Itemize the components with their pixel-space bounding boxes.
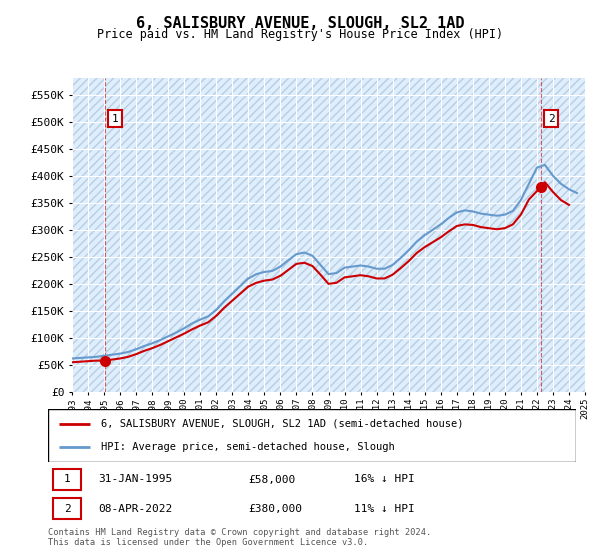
Text: 11% ↓ HPI: 11% ↓ HPI bbox=[354, 504, 415, 514]
Text: 2: 2 bbox=[548, 114, 554, 124]
Text: 6, SALISBURY AVENUE, SLOUGH, SL2 1AD (semi-detached house): 6, SALISBURY AVENUE, SLOUGH, SL2 1AD (se… bbox=[101, 419, 463, 429]
Text: Contains HM Land Registry data © Crown copyright and database right 2024.
This d: Contains HM Land Registry data © Crown c… bbox=[48, 528, 431, 547]
FancyBboxPatch shape bbox=[53, 498, 81, 520]
Text: 31-JAN-1995: 31-JAN-1995 bbox=[98, 474, 172, 484]
FancyBboxPatch shape bbox=[53, 469, 81, 490]
Text: HPI: Average price, semi-detached house, Slough: HPI: Average price, semi-detached house,… bbox=[101, 442, 395, 452]
Text: 1: 1 bbox=[64, 474, 70, 484]
Text: £58,000: £58,000 bbox=[248, 474, 296, 484]
Text: 16% ↓ HPI: 16% ↓ HPI bbox=[354, 474, 415, 484]
Text: £380,000: £380,000 bbox=[248, 504, 302, 514]
Text: 2: 2 bbox=[64, 504, 70, 514]
Text: Price paid vs. HM Land Registry's House Price Index (HPI): Price paid vs. HM Land Registry's House … bbox=[97, 28, 503, 41]
Text: 6, SALISBURY AVENUE, SLOUGH, SL2 1AD: 6, SALISBURY AVENUE, SLOUGH, SL2 1AD bbox=[136, 16, 464, 31]
Text: 1: 1 bbox=[112, 114, 119, 124]
Text: 08-APR-2022: 08-APR-2022 bbox=[98, 504, 172, 514]
FancyBboxPatch shape bbox=[48, 409, 576, 462]
